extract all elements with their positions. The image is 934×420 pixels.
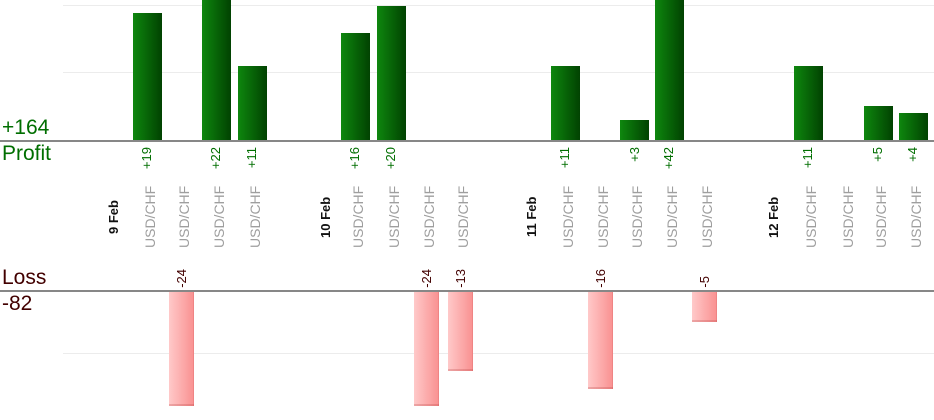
loss-gridline (63, 353, 934, 354)
profit-total-label: +164 (2, 116, 50, 139)
profit-value-label: +22 (208, 147, 223, 170)
symbol-label: USD/CHF (907, 185, 924, 249)
date-label: 10 Feb (318, 196, 333, 238)
profit-value-label: +42 (661, 147, 676, 170)
profit-axis-label: Profit (2, 142, 52, 165)
symbol-label: USD/CHF (455, 185, 471, 249)
profit-value-label: +11 (244, 147, 259, 169)
symbol-label: USD/CHF (559, 185, 576, 249)
symbol-label: USD/CHF (802, 185, 819, 249)
loss-bar (169, 292, 194, 406)
loss-bar (588, 292, 613, 389)
symbol-label: USD/CHF (246, 185, 263, 249)
symbol-label: USD/CHF (176, 185, 192, 249)
date-label: 9 Feb (106, 200, 121, 234)
symbol-label: USD/CHF (421, 185, 437, 249)
loss-value-label: -24 (418, 269, 434, 288)
profit-value-label: +4 (905, 147, 920, 162)
profit-value-label: +16 (347, 147, 362, 170)
profit-gridline (63, 72, 934, 73)
profit-bar (376, 6, 406, 140)
symbol-label: USD/CHF (872, 185, 889, 249)
profit-value-label: +20 (383, 147, 398, 170)
profit-value-label: +5 (870, 147, 885, 162)
profit-bar (863, 106, 893, 140)
symbol-label: USD/CHF (663, 185, 680, 249)
profit-bar (340, 33, 370, 140)
profit-bar (132, 13, 162, 140)
loss-value-label: -24 (173, 269, 189, 288)
profit-bar (201, 0, 231, 140)
profit-bar (550, 66, 580, 140)
symbol-label: USD/CHF (595, 185, 611, 249)
profit-value-label: +11 (557, 147, 572, 169)
loss-bar (692, 292, 717, 322)
profit-value-label: +3 (626, 147, 642, 162)
symbol-label: USD/CHF (141, 185, 158, 249)
profit-value-label: +11 (800, 147, 815, 169)
symbol-label: USD/CHF (699, 185, 715, 249)
loss-bar (448, 292, 473, 371)
profit-bar (654, 0, 684, 140)
profit-bar (898, 113, 928, 140)
profit-gridline (63, 5, 934, 6)
loss-value-label: -16 (592, 269, 608, 288)
loss-value-label: -5 (696, 276, 712, 288)
profit-zero-line (0, 140, 934, 142)
profit-bar (793, 66, 823, 140)
symbol-label: USD/CHF (349, 185, 366, 249)
symbol-label: USD/CHF (629, 185, 645, 249)
profit-bar (620, 120, 649, 140)
loss-bar (414, 292, 439, 406)
loss-axis-label: Loss (2, 266, 47, 289)
loss-value-label: -13 (452, 269, 468, 288)
date-label: 11 Feb (523, 196, 539, 238)
symbol-label: USD/CHF (840, 185, 856, 249)
loss-zero-line (0, 290, 934, 292)
symbol-label: USD/CHF (385, 185, 402, 249)
loss-total-label: -82 (2, 292, 33, 315)
profit-bar (237, 66, 267, 140)
symbol-label: USD/CHF (210, 185, 227, 249)
date-label: 12 Feb (766, 196, 781, 238)
profit-value-label: +19 (139, 147, 154, 170)
